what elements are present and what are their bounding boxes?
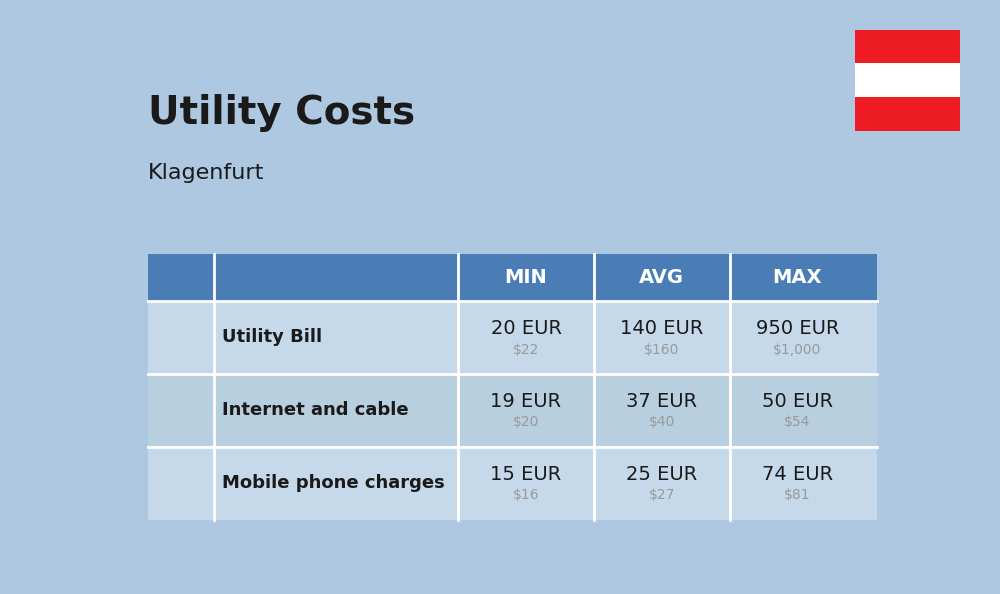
Text: 950 EUR: 950 EUR bbox=[756, 319, 839, 338]
Text: $22: $22 bbox=[513, 343, 539, 356]
Text: 37 EUR: 37 EUR bbox=[626, 392, 697, 411]
Text: Utility Costs: Utility Costs bbox=[148, 94, 415, 132]
Text: Internet and cable: Internet and cable bbox=[222, 401, 409, 419]
Text: 50 EUR: 50 EUR bbox=[762, 392, 833, 411]
Bar bbox=[855, 30, 960, 63]
Text: $20: $20 bbox=[513, 415, 539, 429]
Text: Klagenfurt: Klagenfurt bbox=[148, 163, 265, 183]
Text: 20 EUR: 20 EUR bbox=[491, 319, 562, 338]
Bar bbox=[148, 374, 877, 447]
Text: MAX: MAX bbox=[773, 268, 822, 287]
Text: $81: $81 bbox=[784, 488, 811, 503]
Bar bbox=[148, 447, 877, 520]
Text: $27: $27 bbox=[648, 488, 675, 503]
Text: 74 EUR: 74 EUR bbox=[762, 465, 833, 484]
Text: $1,000: $1,000 bbox=[773, 343, 822, 356]
Text: Mobile phone charges: Mobile phone charges bbox=[222, 474, 445, 492]
Text: 19 EUR: 19 EUR bbox=[490, 392, 562, 411]
Text: 140 EUR: 140 EUR bbox=[620, 319, 703, 338]
Bar bbox=[148, 301, 877, 374]
Bar bbox=[855, 97, 960, 131]
Bar bbox=[148, 254, 877, 301]
Bar bbox=[855, 63, 960, 97]
Text: $40: $40 bbox=[648, 415, 675, 429]
Text: Utility Bill: Utility Bill bbox=[222, 328, 322, 346]
Text: $160: $160 bbox=[644, 343, 679, 356]
Text: $16: $16 bbox=[513, 488, 539, 503]
Text: 15 EUR: 15 EUR bbox=[490, 465, 562, 484]
Text: MIN: MIN bbox=[505, 268, 547, 287]
Text: 25 EUR: 25 EUR bbox=[626, 465, 697, 484]
Text: $54: $54 bbox=[784, 415, 810, 429]
Text: AVG: AVG bbox=[639, 268, 684, 287]
